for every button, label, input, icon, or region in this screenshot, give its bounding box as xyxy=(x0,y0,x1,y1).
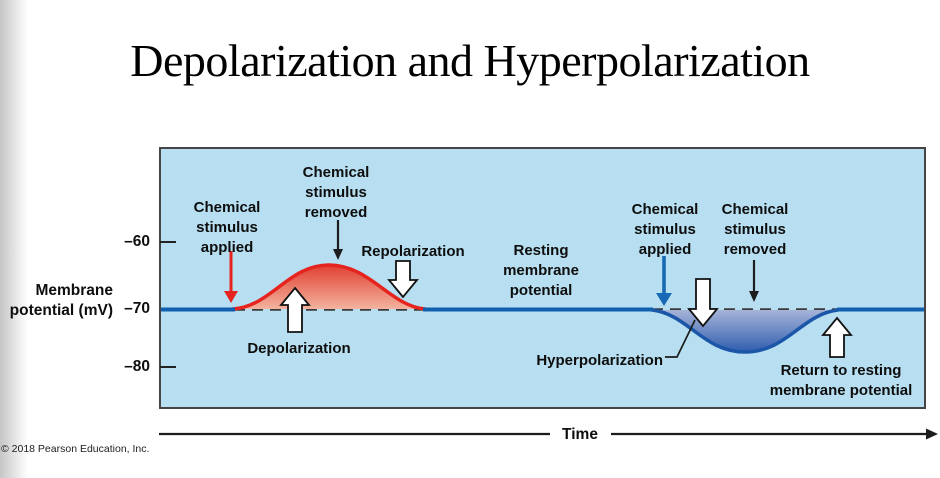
label-chemical-stimulus-applied-right: Chemical stimulus applied xyxy=(632,200,699,260)
label-line: stimulus xyxy=(634,221,696,238)
y-axis-title: Membrane potential (mV) xyxy=(0,281,113,321)
label-line: Chemical xyxy=(193,199,261,216)
label-line: applied xyxy=(200,239,254,256)
y-tick-label-60: –60 xyxy=(124,233,150,250)
label-chemical-stimulus-removed-right: Chemical stimulus removed xyxy=(722,200,789,260)
label-line: Chemical xyxy=(721,201,789,218)
chart-panel xyxy=(159,147,926,409)
label-hyperpolarization: Hyperpolarization xyxy=(536,352,663,369)
label-line: Resting xyxy=(513,242,569,259)
y-tick-label-80: –80 xyxy=(124,358,150,375)
label-line: removed xyxy=(304,204,368,221)
label-chemical-stimulus-applied-left: Chemical stimulus applied xyxy=(194,198,261,258)
copyright-note: © 2018 Pearson Education, Inc. xyxy=(1,443,150,455)
label-chemical-stimulus-removed-left: Chemical stimulus removed xyxy=(303,163,370,223)
return-up-arrow xyxy=(821,316,853,358)
time-axis-arrowhead xyxy=(926,428,938,440)
black-arrowhead-left xyxy=(333,249,343,260)
blue-stimulus-arrowhead xyxy=(656,293,672,306)
repolarization-down-arrow xyxy=(387,260,419,299)
hyperpolarization-curve xyxy=(650,308,840,354)
label-line: stimulus xyxy=(196,219,258,236)
label-return-to-resting: Return to resting membrane potential xyxy=(770,361,913,401)
hyperpolarization-down-arrow xyxy=(687,278,719,328)
black-arrowhead-right xyxy=(749,291,759,302)
depolarization-up-arrow xyxy=(279,286,311,333)
depolarization-fill xyxy=(233,265,425,309)
y-tick-label-70: –70 xyxy=(124,300,150,317)
label-line: membrane potential xyxy=(769,382,913,399)
label-line: stimulus xyxy=(724,221,786,238)
label-repolarization: Repolarization xyxy=(361,243,465,260)
y-axis-title-line: potential (mV) xyxy=(9,302,113,319)
label-line: applied xyxy=(638,241,692,258)
label-line: Chemical xyxy=(302,164,370,181)
hyperpolarization-connector-line xyxy=(665,319,696,358)
label-line: stimulus xyxy=(305,184,367,201)
label-line: removed xyxy=(723,241,787,258)
label-line: Chemical xyxy=(631,201,699,218)
label-depolarization: Depolarization xyxy=(247,340,351,357)
page-title: Depolarization and Hyperpolarization xyxy=(130,35,810,86)
label-line: membrane xyxy=(503,262,579,279)
red-stimulus-arrowhead xyxy=(224,291,238,303)
label-line: Return to resting xyxy=(780,362,902,379)
label-resting-membrane-potential: Resting membrane potential xyxy=(503,241,579,301)
x-axis-title: Time xyxy=(562,426,598,443)
label-line: potential xyxy=(509,282,573,299)
y-axis-title-line: Membrane xyxy=(35,282,113,299)
left-edge-shadow xyxy=(0,0,28,478)
depolarization-curve xyxy=(231,263,427,311)
